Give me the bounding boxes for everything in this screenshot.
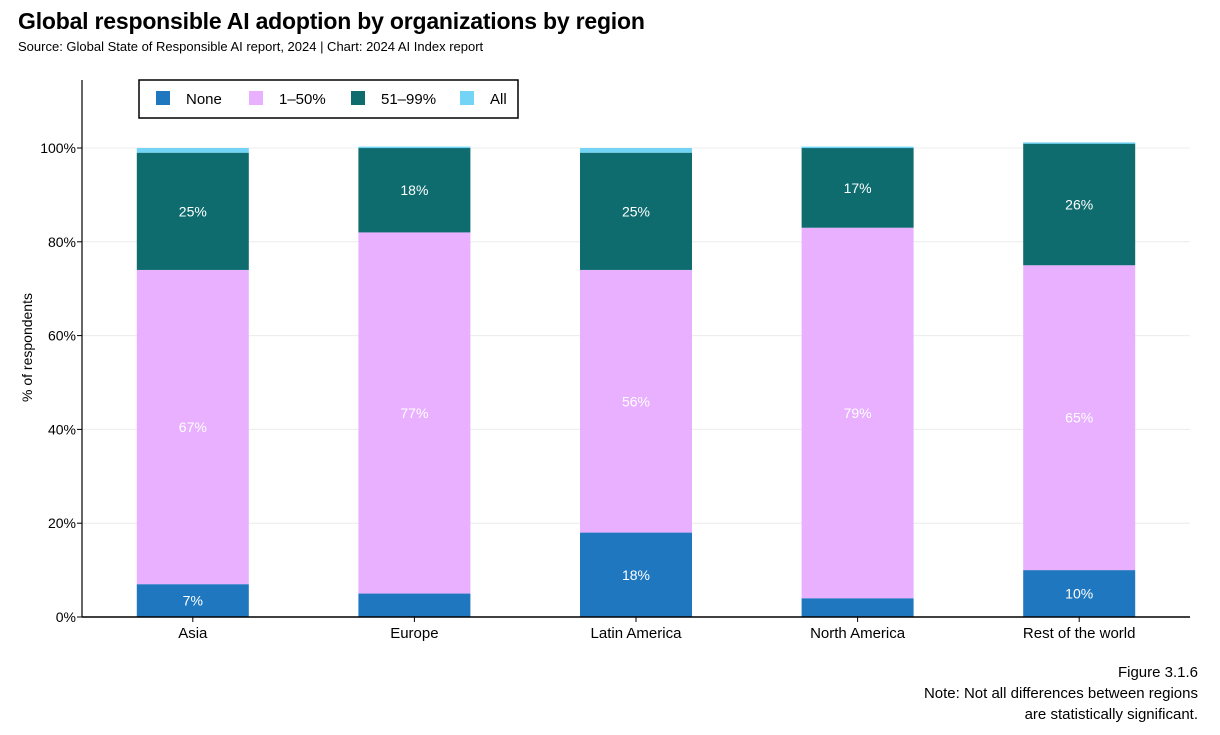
data-label: 26% [1065,196,1093,212]
y-tick-label: 20% [48,515,76,531]
data-label: 65% [1065,410,1093,426]
y-tick-label: 60% [48,328,76,344]
bar-rest-of-the-world-1-50 [1023,265,1136,571]
legend-swatch-none [156,91,170,105]
data-label: 10% [1065,586,1093,602]
bar-asia-1-50 [136,269,249,585]
x-tick-label: Rest of the world [1023,625,1136,642]
bar-rest-of-the-world-all [1023,142,1136,144]
legend-swatch-1-50 [249,91,263,105]
bar-asia-51-99 [136,152,249,270]
data-label: 77% [400,405,428,421]
data-label: 25% [179,203,207,219]
y-tick-label: 0% [56,609,76,625]
bar-europe-1-50 [358,232,471,594]
data-label: 17% [844,180,872,196]
bar-rest-of-the-world-none [1023,570,1136,617]
note-line-2: are statistically significant. [1024,706,1198,723]
chart-footer: Figure 3.1.6 Note: Not all differences b… [924,662,1198,725]
legend-label-all: All [490,91,507,108]
data-label: 79% [844,405,872,421]
x-tick-label: Latin America [591,625,683,642]
bar-north-america-1-50 [801,227,914,599]
bar-europe-51-99 [358,148,471,233]
x-tick-label: North America [810,625,906,642]
x-tick-label: Asia [178,625,208,642]
y-tick-label: 100% [40,140,76,156]
y-axis-label: % of respondents [19,293,35,402]
figure-number: Figure 3.1.6 [1117,664,1198,681]
bar-latin-america-all [580,148,692,153]
legend-label-none: None [186,91,222,108]
bar-europe-none [358,593,471,617]
y-tick-label: 80% [48,234,76,250]
data-label: 67% [179,419,207,435]
bar-north-america-all [801,146,914,149]
legend-swatch-all [460,91,474,105]
data-label: 25% [622,203,650,219]
bar-asia-none [136,584,249,617]
bar-asia-all [136,148,249,153]
data-label: 7% [183,593,203,609]
bar-rest-of-the-world-51-99 [1023,143,1136,266]
y-tick-label: 40% [48,421,76,437]
bar-europe-all [358,146,471,149]
legend-box [138,79,519,119]
bar-latin-america-none [580,532,692,617]
bar-north-america-51-99 [801,148,914,228]
data-label: 18% [622,567,650,583]
bar-latin-america-1-50 [580,269,692,533]
legend-label-1-50: 1–50% [279,91,326,108]
note-line-1: Note: Not all differences between region… [923,685,1198,702]
x-tick-label: Europe [390,625,438,642]
legend-swatch-51-99 [351,91,365,105]
data-label: 18% [400,182,428,198]
data-label: 56% [622,393,650,409]
legend-label-51-99: 51–99% [381,91,436,108]
bar-north-america-none [801,598,914,617]
bar-latin-america-51-99 [580,152,692,270]
chart-title: Global responsible AI adoption by organi… [18,8,645,34]
chart-subtitle: Source: Global State of Responsible AI r… [18,39,484,54]
